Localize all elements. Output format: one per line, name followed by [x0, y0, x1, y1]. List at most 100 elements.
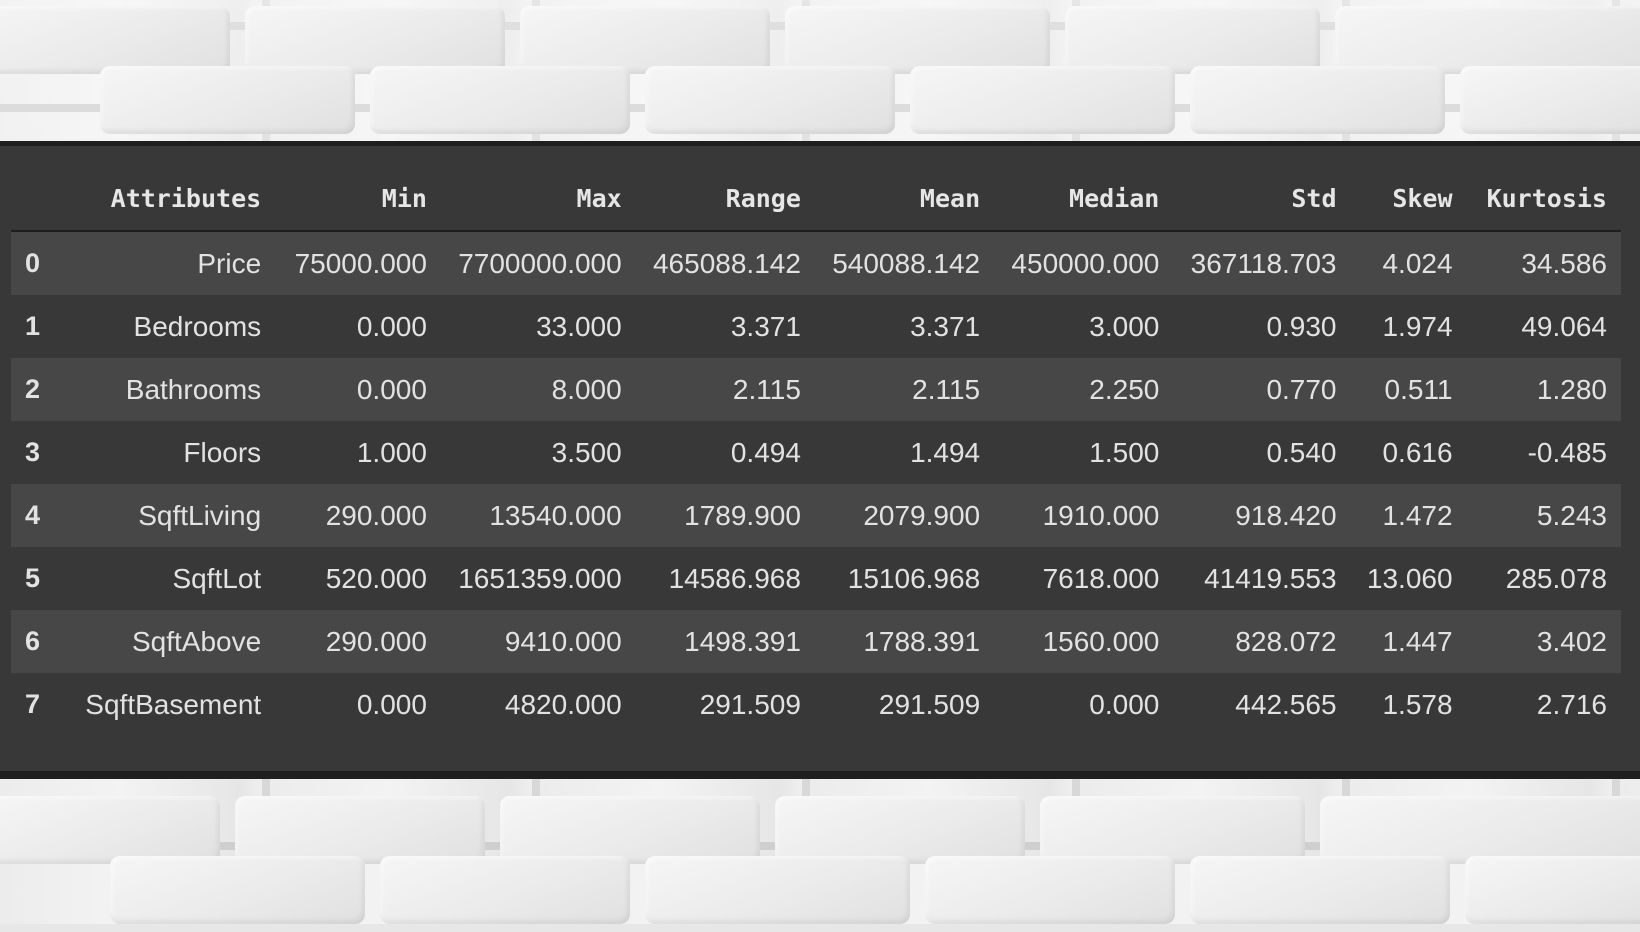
cell-median: 450000.000	[994, 231, 1174, 295]
cell-median: 1560.000	[994, 610, 1174, 673]
cell-range: 3.371	[635, 295, 815, 358]
table-row: 7 SqftBasement 0.000 4820.000 291.509 291.509…	[11, 673, 1621, 736]
table-row: 5 SqftLot 520.000 1651359.000 14586.968 15106…	[11, 547, 1621, 610]
cell-mean: 15106.968	[814, 547, 995, 610]
cell-min: 290.000	[275, 610, 441, 673]
cell-std: 0.770	[1173, 358, 1351, 421]
brick	[1320, 796, 1640, 864]
brick	[235, 796, 485, 864]
cell-mean: 1.494	[814, 421, 995, 484]
cell-attributes: SqftBasement	[67, 673, 276, 736]
brick	[775, 796, 1025, 864]
brick-row	[0, 790, 1640, 872]
cell-std: 41419.553	[1173, 547, 1351, 610]
cell-attributes: Bedrooms	[67, 295, 276, 358]
cell-median: 1910.000	[994, 484, 1174, 547]
cell-max: 1651359.000	[440, 547, 636, 610]
cell-attributes: Bathrooms	[67, 358, 276, 421]
brick	[1065, 6, 1320, 74]
cell-min: 0.000	[275, 358, 441, 421]
table-row: 0 Price 75000.000 7700000.000 465088.142 5400…	[11, 231, 1621, 295]
brick	[380, 856, 630, 924]
cell-median: 7618.000	[994, 547, 1174, 610]
brick	[1190, 856, 1450, 924]
cell-median: 1.500	[994, 421, 1174, 484]
cell-min: 520.000	[275, 547, 441, 610]
row-index: 1	[11, 295, 68, 358]
cell-kurtosis: 2.716	[1466, 673, 1621, 736]
statistics-table: Attributes Min Max Range Mean Median Std…	[11, 166, 1621, 736]
table-body: 0 Price 75000.000 7700000.000 465088.142 5400…	[11, 231, 1621, 736]
column-header-min: Min	[275, 166, 441, 232]
cell-attributes: SqftLot	[67, 547, 276, 610]
row-index: 4	[11, 484, 68, 547]
cell-kurtosis: 285.078	[1466, 547, 1621, 610]
cell-mean: 1788.391	[814, 610, 995, 673]
dataframe-panel: Attributes Min Max Range Mean Median Std…	[0, 141, 1640, 779]
cell-kurtosis: 5.243	[1466, 484, 1621, 547]
cell-kurtosis: 34.586	[1466, 231, 1621, 295]
cell-skew: 1.447	[1350, 610, 1467, 673]
brick	[1460, 66, 1640, 134]
row-index: 2	[11, 358, 68, 421]
cell-max: 7700000.000	[440, 231, 636, 295]
brick	[0, 796, 220, 864]
cell-min: 1.000	[275, 421, 441, 484]
brick	[785, 6, 1050, 74]
cell-range: 1498.391	[635, 610, 815, 673]
cell-range: 0.494	[635, 421, 815, 484]
brick	[1335, 6, 1640, 74]
column-header-median: Median	[994, 166, 1174, 232]
brick	[925, 856, 1175, 924]
column-header-range: Range	[635, 166, 815, 232]
cell-range: 1789.900	[635, 484, 815, 547]
cell-kurtosis: 3.402	[1466, 610, 1621, 673]
row-index: 5	[11, 547, 68, 610]
column-header-max: Max	[440, 166, 636, 232]
cell-skew: 0.616	[1350, 421, 1467, 484]
cell-attributes: SqftAbove	[67, 610, 276, 673]
column-header-mean: Mean	[814, 166, 995, 232]
table-row: 4 SqftLiving 290.000 13540.000 1789.900 2079.…	[11, 484, 1621, 547]
cell-range: 2.115	[635, 358, 815, 421]
cell-median: 2.250	[994, 358, 1174, 421]
cell-std: 918.420	[1173, 484, 1351, 547]
cell-mean: 540088.142	[814, 231, 995, 295]
brick	[110, 856, 365, 924]
cell-kurtosis: -0.485	[1466, 421, 1621, 484]
brick-row	[0, 850, 1640, 932]
cell-std: 442.565	[1173, 673, 1351, 736]
column-header-std: Std	[1173, 166, 1351, 232]
cell-max: 4820.000	[440, 673, 636, 736]
cell-max: 3.500	[440, 421, 636, 484]
cell-median: 3.000	[994, 295, 1174, 358]
brick	[645, 856, 910, 924]
cell-skew: 1.974	[1350, 295, 1467, 358]
cell-kurtosis: 1.280	[1466, 358, 1621, 421]
brick	[370, 66, 630, 134]
cell-range: 291.509	[635, 673, 815, 736]
brick	[1190, 66, 1445, 134]
cell-median: 0.000	[994, 673, 1174, 736]
table-row: 1 Bedrooms 0.000 33.000 3.371 3.371 3.000 0.930…	[11, 295, 1621, 358]
cell-min: 290.000	[275, 484, 441, 547]
brick	[500, 796, 760, 864]
cell-min: 0.000	[275, 673, 441, 736]
row-index: 3	[11, 421, 68, 484]
cell-max: 8.000	[440, 358, 636, 421]
column-header-attributes: Attributes	[67, 166, 276, 232]
cell-std: 0.540	[1173, 421, 1351, 484]
brick	[910, 66, 1175, 134]
cell-skew: 1.472	[1350, 484, 1467, 547]
cell-max: 33.000	[440, 295, 636, 358]
brick	[1040, 796, 1305, 864]
table-row: 6 SqftAbove 290.000 9410.000 1498.391 1788.39…	[11, 610, 1621, 673]
cell-skew: 0.511	[1350, 358, 1467, 421]
cell-attributes: SqftLiving	[67, 484, 276, 547]
cell-skew: 4.024	[1350, 231, 1467, 295]
cell-std: 828.072	[1173, 610, 1351, 673]
index-header	[11, 166, 68, 232]
cell-mean: 2.115	[814, 358, 995, 421]
cell-skew: 13.060	[1350, 547, 1467, 610]
cell-mean: 2079.900	[814, 484, 995, 547]
